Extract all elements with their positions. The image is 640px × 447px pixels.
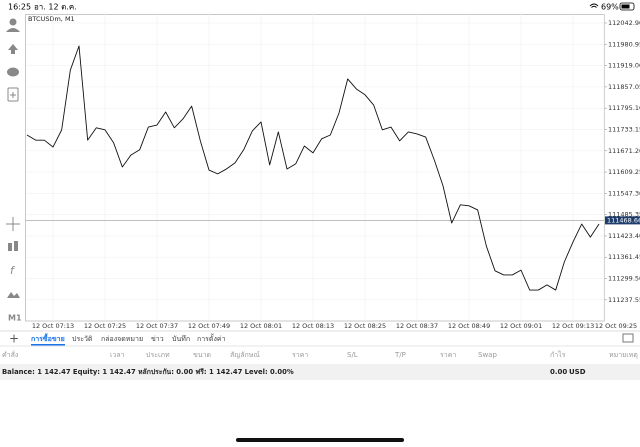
- x-tick-label: 12 Oct 07:25: [84, 322, 126, 330]
- y-tick-label: 111919.00: [608, 62, 640, 70]
- wifi-icon: [589, 3, 599, 8]
- column-header: หมายเหตุ: [609, 351, 638, 359]
- table-header: คำสั่ง เวลา ประเภท ขนาด สัญลักษณ์ ราคา S/L T/P ร…: [2, 350, 638, 359]
- y-tick-label: 111547.30: [608, 189, 640, 197]
- tab[interactable]: การตั้งค่า: [197, 332, 226, 343]
- column-header: ราคา: [292, 351, 308, 359]
- y-tick-label: 111361.45: [608, 253, 640, 261]
- y-tick-label: 111237.55: [608, 296, 640, 304]
- toolbar: f: [6, 18, 20, 298]
- y-tick-label: 111485.35: [608, 211, 640, 219]
- x-tick-label: 12 Oct 08:37: [396, 322, 438, 330]
- x-tick-label: 12 Oct 07:49: [188, 322, 230, 330]
- x-tick-label: 12 Oct 08:25: [344, 322, 386, 330]
- current-price-label: 111468.66: [607, 216, 640, 224]
- y-tick-label: 111423.40: [608, 232, 640, 240]
- y-tick-label: 111980.95: [608, 40, 640, 48]
- x-tick-label: 12 Oct 08:49: [448, 322, 490, 330]
- currency: USD: [569, 368, 586, 376]
- column-header: ขนาด: [193, 351, 211, 359]
- chart: 112042.90 111980.95 111919.00 111857.05 1117…: [26, 14, 640, 330]
- indicator-icon[interactable]: f: [10, 264, 16, 277]
- y-tick-label: 111733.15: [608, 125, 640, 133]
- account-icon[interactable]: [9, 18, 17, 26]
- x-tick-label: 12 Oct 09:25: [595, 322, 637, 330]
- x-tick-label: 12 Oct 08:13: [292, 322, 334, 330]
- tab[interactable]: ประวัติ: [72, 335, 93, 343]
- chat-icon[interactable]: [7, 67, 19, 77]
- x-tick-label: 12 Oct 09:13: [552, 322, 594, 330]
- profit: 0.00: [550, 368, 567, 376]
- chart-frame: [25, 14, 605, 322]
- tab[interactable]: บันทึก: [172, 334, 190, 343]
- current-price-box: [605, 216, 640, 225]
- candles-icon-2: [14, 241, 18, 251]
- column-header: ประเภท: [146, 351, 170, 359]
- y-tick-label: 111795.10: [608, 104, 640, 112]
- tab[interactable]: การซื้อขาย: [31, 332, 65, 343]
- objects-icon[interactable]: [7, 292, 20, 298]
- trade-icon[interactable]: [8, 44, 18, 54]
- y-tick-label: 111857.05: [608, 83, 640, 91]
- tab[interactable]: ข่าว: [151, 335, 164, 343]
- x-tick-label: 12 Oct 07:37: [136, 322, 178, 330]
- y-tick-label: 112042.90: [608, 19, 640, 27]
- tab[interactable]: กล่องจดหมาย: [101, 335, 143, 343]
- status-time: 16:25: [8, 3, 31, 12]
- home-indicator: [236, 438, 404, 442]
- column-header: สัญลักษณ์: [230, 351, 260, 359]
- tab-underline: [31, 344, 65, 346]
- column-header: T/P: [394, 351, 406, 359]
- status-date: อา. 12 ต.ค.: [34, 3, 77, 12]
- y-tick-label: 111609.25: [608, 168, 640, 176]
- column-header: กำไร: [550, 350, 566, 359]
- document-icon[interactable]: [7, 87, 19, 102]
- panel-icon[interactable]: [622, 333, 634, 343]
- x-tick-label: 12 Oct 09:01: [500, 322, 542, 330]
- battery-icon: [619, 2, 635, 11]
- column-header: S/L: [347, 351, 358, 359]
- add-button[interactable]: +: [9, 332, 19, 346]
- column-header: Swap: [478, 351, 497, 359]
- account-summary: Balance: 1 142.47 Equity: 1 142.47 หลักป…: [2, 368, 294, 376]
- y-tick-label: 111671.20: [608, 147, 640, 155]
- chart-title: BTCUSDm, M1: [28, 15, 75, 23]
- document-plus: [10, 92, 16, 98]
- timeframe-button[interactable]: M1: [8, 314, 22, 323]
- crosshair-icon[interactable]: [6, 217, 20, 231]
- balance-row: [0, 364, 640, 380]
- tabs: การซื้อขาย ประวัติ กล่องจดหมาย ข่าว บันทึก กา…: [31, 332, 226, 346]
- candles-icon[interactable]: [8, 243, 12, 251]
- x-tick-label: 12 Oct 07:13: [32, 322, 74, 330]
- column-header: คำสั่ง: [2, 350, 18, 359]
- price-line: [26, 45, 600, 291]
- column-header: เวลา: [110, 351, 125, 359]
- battery-fill: [621, 4, 630, 9]
- account-icon-body[interactable]: [6, 28, 20, 32]
- battery-level: 69%: [601, 3, 619, 12]
- y-tick-label: 111299.50: [608, 275, 640, 283]
- x-tick-label: 12 Oct 08:01: [240, 322, 282, 330]
- column-header: ราคา: [440, 351, 456, 359]
